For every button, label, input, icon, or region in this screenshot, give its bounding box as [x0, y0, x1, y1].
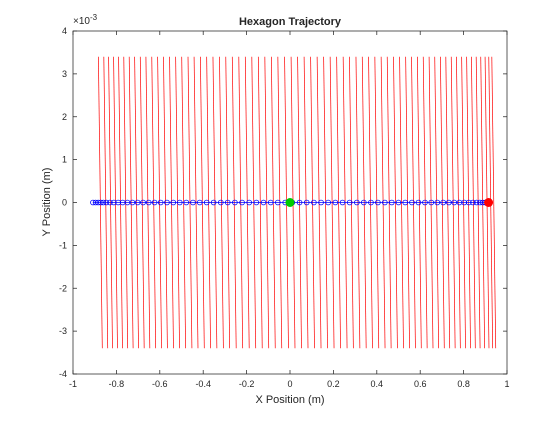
trajectory-point: [267, 199, 274, 206]
x-tick-label: 0.8: [457, 379, 470, 389]
y-tick-label: 4: [62, 26, 67, 36]
trajectory-point: [134, 199, 141, 206]
trajectory-point: [100, 199, 107, 206]
trajectory-point: [97, 199, 104, 206]
trajectory-point: [318, 199, 324, 206]
y-exponent-label: ×10-3: [73, 13, 98, 27]
trajectory-point: [246, 199, 253, 206]
trajectory-point: [368, 199, 374, 206]
trajectory-point: [311, 199, 317, 206]
trajectory-point: [354, 199, 360, 206]
trajectory-point: [415, 199, 422, 206]
trajectory-point: [470, 199, 476, 206]
trajectory-point: [157, 199, 164, 206]
x-axis-label: X Position (m): [255, 394, 324, 406]
y-axis-ticks: -4 -3 -2 -1 0 1 2 3 4: [59, 26, 507, 379]
trajectory-point: [253, 199, 260, 206]
trajectory-point: [151, 199, 158, 206]
trajectory-point: [388, 199, 395, 206]
hexagon-line: [491, 56, 497, 349]
y-tick-label: 1: [62, 155, 67, 165]
x-tick-label: -0.2: [239, 379, 255, 389]
y-tick-label: 3: [62, 69, 67, 79]
x-tick-label: -1: [69, 379, 77, 389]
trajectory-point: [103, 199, 110, 206]
trajectory-point: [296, 199, 303, 206]
trajectory-point: [107, 199, 113, 206]
trajectory-point: [382, 199, 388, 206]
trajectory-point: [477, 199, 483, 206]
trajectory-point: [440, 199, 447, 206]
y-tick-label: -1: [59, 240, 67, 250]
trajectory-point: [203, 199, 210, 206]
start-marker: [285, 198, 295, 207]
trajectory-point: [145, 199, 152, 206]
trajectory-point: [451, 199, 458, 206]
y-tick-label: -4: [59, 369, 67, 379]
trajectory-point: [360, 199, 367, 206]
trajectory-point: [346, 199, 353, 206]
trajectory-point: [409, 199, 415, 206]
x-tick-label: -0.8: [109, 379, 125, 389]
trajectory-point: [164, 199, 170, 206]
x-tick-label: 1: [504, 379, 509, 389]
trajectory-point: [140, 199, 146, 206]
trajectory-point: [260, 199, 267, 206]
y-tick-label: 0: [62, 198, 67, 208]
trajectory-point: [224, 199, 231, 206]
trajectory-point: [446, 199, 452, 206]
end-marker: [484, 198, 494, 207]
trajectory-point: [95, 199, 101, 206]
trajectory-point: [217, 199, 224, 206]
trajectory-point: [422, 199, 428, 206]
trajectory-point: [375, 199, 381, 206]
y-axis-label: Y Position (m): [41, 168, 53, 237]
trajectory-point: [428, 199, 435, 206]
trajectory-point: [395, 199, 402, 206]
trajectory-point: [466, 199, 472, 206]
trajectory-point: [275, 199, 281, 206]
trajectory-point: [170, 199, 177, 206]
trajectory-point: [303, 199, 310, 206]
trajectory-point: [473, 199, 480, 206]
x-tick-label: 0.6: [414, 379, 427, 389]
trajectory-point: [239, 199, 245, 206]
trajectory-point: [110, 199, 117, 206]
y-exponent-base: ×10: [73, 16, 90, 27]
trajectory-point: [92, 199, 99, 206]
y-tick-label: -2: [59, 283, 67, 293]
y-exponent-power: -3: [90, 13, 98, 22]
trajectory-point: [90, 199, 96, 206]
y-tick-label: 2: [62, 112, 67, 122]
x-tick-label: -0.6: [152, 379, 168, 389]
trajectory-point: [129, 199, 136, 206]
trajectory-point: [325, 199, 331, 206]
chart-title: Hexagon Trajectory: [239, 16, 342, 28]
x-axis-ticks: -1 -0.8 -0.6 -0.4 -0.2 0 0.2 0.4 0.6 0.8 1: [69, 31, 510, 389]
endpoint-markers: [285, 198, 494, 207]
trajectory-point: [332, 199, 339, 206]
trajectory-point: [190, 199, 196, 206]
trajectory-point: [210, 199, 217, 206]
trajectory-point: [176, 199, 183, 206]
trajectory-point: [196, 199, 203, 206]
x-tick-label: 0: [287, 379, 292, 389]
y-tick-label: -3: [59, 326, 67, 336]
x-tick-label: 0.4: [371, 379, 384, 389]
plot-area: [72, 30, 508, 375]
trajectory-point: [339, 199, 346, 206]
trajectory-point: [434, 199, 441, 206]
trajectory-point: [402, 199, 409, 206]
trajectory-point: [232, 199, 238, 206]
trajectory-point: [183, 199, 190, 206]
x-tick-label: -0.4: [195, 379, 211, 389]
x-tick-label: 0.2: [327, 379, 340, 389]
